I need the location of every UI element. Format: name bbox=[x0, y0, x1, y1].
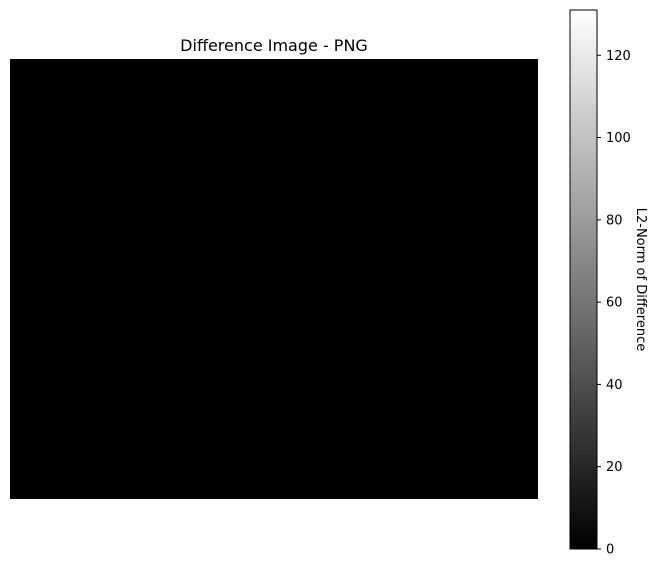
colorbar-tick-label: 80 bbox=[606, 213, 623, 228]
colorbar-gradient bbox=[570, 10, 597, 549]
colorbar-tick-label: 20 bbox=[606, 460, 623, 475]
colorbar-tick-label: 40 bbox=[606, 378, 623, 393]
colorbar-tick-label: 0 bbox=[606, 543, 614, 558]
difference-image-pixels bbox=[10, 59, 538, 499]
colorbar: 0 20 40 60 80 100 120 L2-Norm of Difference bbox=[570, 10, 648, 558]
colorbar-tick-label: 120 bbox=[606, 49, 631, 64]
difference-image bbox=[10, 59, 538, 499]
colorbar-ticks: 0 20 40 60 80 100 120 bbox=[597, 49, 631, 558]
colorbar-tick-label: 60 bbox=[606, 296, 623, 311]
colorbar-label: L2-Norm of Difference bbox=[633, 208, 648, 351]
chart-title: Difference Image - PNG bbox=[180, 36, 368, 55]
colorbar-tick-label: 100 bbox=[606, 131, 631, 146]
